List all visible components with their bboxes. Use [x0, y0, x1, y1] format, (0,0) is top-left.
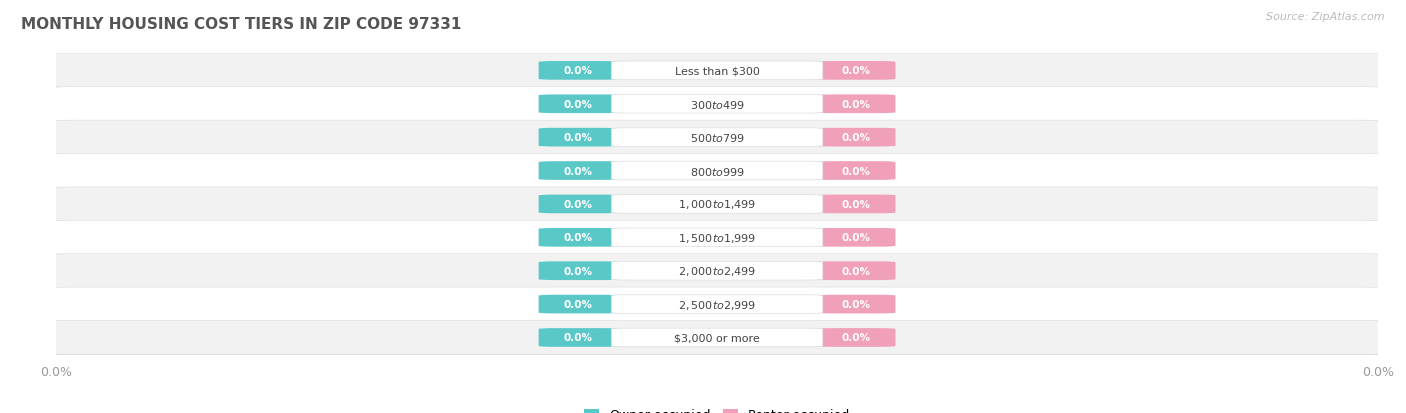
FancyBboxPatch shape: [538, 328, 617, 347]
Text: 0.0%: 0.0%: [564, 66, 593, 76]
FancyBboxPatch shape: [49, 121, 1385, 155]
Text: 0.0%: 0.0%: [564, 333, 593, 343]
FancyBboxPatch shape: [612, 262, 823, 280]
Text: Source: ZipAtlas.com: Source: ZipAtlas.com: [1267, 12, 1385, 22]
FancyBboxPatch shape: [538, 162, 617, 180]
FancyBboxPatch shape: [815, 162, 896, 180]
Text: 0.0%: 0.0%: [841, 66, 870, 76]
Text: 0.0%: 0.0%: [841, 266, 870, 276]
FancyBboxPatch shape: [49, 154, 1385, 188]
FancyBboxPatch shape: [538, 295, 617, 314]
Text: 0.0%: 0.0%: [564, 299, 593, 309]
Text: $3,000 or more: $3,000 or more: [675, 333, 759, 343]
Text: Less than $300: Less than $300: [675, 66, 759, 76]
Text: 0.0%: 0.0%: [564, 266, 593, 276]
Text: $300 to $499: $300 to $499: [689, 99, 745, 111]
FancyBboxPatch shape: [538, 262, 617, 280]
FancyBboxPatch shape: [612, 128, 823, 147]
FancyBboxPatch shape: [612, 195, 823, 214]
Text: $1,000 to $1,499: $1,000 to $1,499: [678, 198, 756, 211]
Text: 0.0%: 0.0%: [841, 299, 870, 309]
FancyBboxPatch shape: [815, 62, 896, 81]
FancyBboxPatch shape: [49, 287, 1385, 321]
FancyBboxPatch shape: [815, 295, 896, 314]
FancyBboxPatch shape: [538, 62, 617, 81]
FancyBboxPatch shape: [49, 254, 1385, 288]
Text: 0.0%: 0.0%: [841, 166, 870, 176]
FancyBboxPatch shape: [49, 221, 1385, 255]
FancyBboxPatch shape: [538, 95, 617, 114]
FancyBboxPatch shape: [815, 128, 896, 147]
FancyBboxPatch shape: [815, 228, 896, 247]
FancyBboxPatch shape: [815, 195, 896, 214]
Text: 0.0%: 0.0%: [841, 233, 870, 243]
FancyBboxPatch shape: [612, 228, 823, 247]
Text: 0.0%: 0.0%: [564, 199, 593, 209]
FancyBboxPatch shape: [612, 328, 823, 347]
FancyBboxPatch shape: [612, 95, 823, 114]
FancyBboxPatch shape: [538, 128, 617, 147]
Text: 0.0%: 0.0%: [841, 100, 870, 109]
Text: 0.0%: 0.0%: [564, 233, 593, 243]
FancyBboxPatch shape: [49, 54, 1385, 88]
Legend: Owner-occupied, Renter-occupied: Owner-occupied, Renter-occupied: [583, 408, 851, 413]
Text: $500 to $799: $500 to $799: [689, 132, 745, 144]
FancyBboxPatch shape: [49, 320, 1385, 355]
FancyBboxPatch shape: [815, 262, 896, 280]
Text: 0.0%: 0.0%: [564, 100, 593, 109]
Text: $800 to $999: $800 to $999: [689, 165, 745, 177]
FancyBboxPatch shape: [538, 195, 617, 214]
Text: 0.0%: 0.0%: [841, 199, 870, 209]
Text: $2,500 to $2,999: $2,500 to $2,999: [678, 298, 756, 311]
Text: 0.0%: 0.0%: [564, 166, 593, 176]
FancyBboxPatch shape: [49, 188, 1385, 221]
Text: 0.0%: 0.0%: [841, 333, 870, 343]
FancyBboxPatch shape: [815, 328, 896, 347]
FancyBboxPatch shape: [538, 228, 617, 247]
Text: $1,500 to $1,999: $1,500 to $1,999: [678, 231, 756, 244]
Text: 0.0%: 0.0%: [841, 133, 870, 143]
FancyBboxPatch shape: [612, 162, 823, 180]
FancyBboxPatch shape: [612, 295, 823, 314]
Text: $2,000 to $2,499: $2,000 to $2,499: [678, 265, 756, 278]
FancyBboxPatch shape: [612, 62, 823, 81]
Text: 0.0%: 0.0%: [564, 133, 593, 143]
Text: MONTHLY HOUSING COST TIERS IN ZIP CODE 97331: MONTHLY HOUSING COST TIERS IN ZIP CODE 9…: [21, 17, 461, 31]
FancyBboxPatch shape: [49, 88, 1385, 121]
FancyBboxPatch shape: [815, 95, 896, 114]
